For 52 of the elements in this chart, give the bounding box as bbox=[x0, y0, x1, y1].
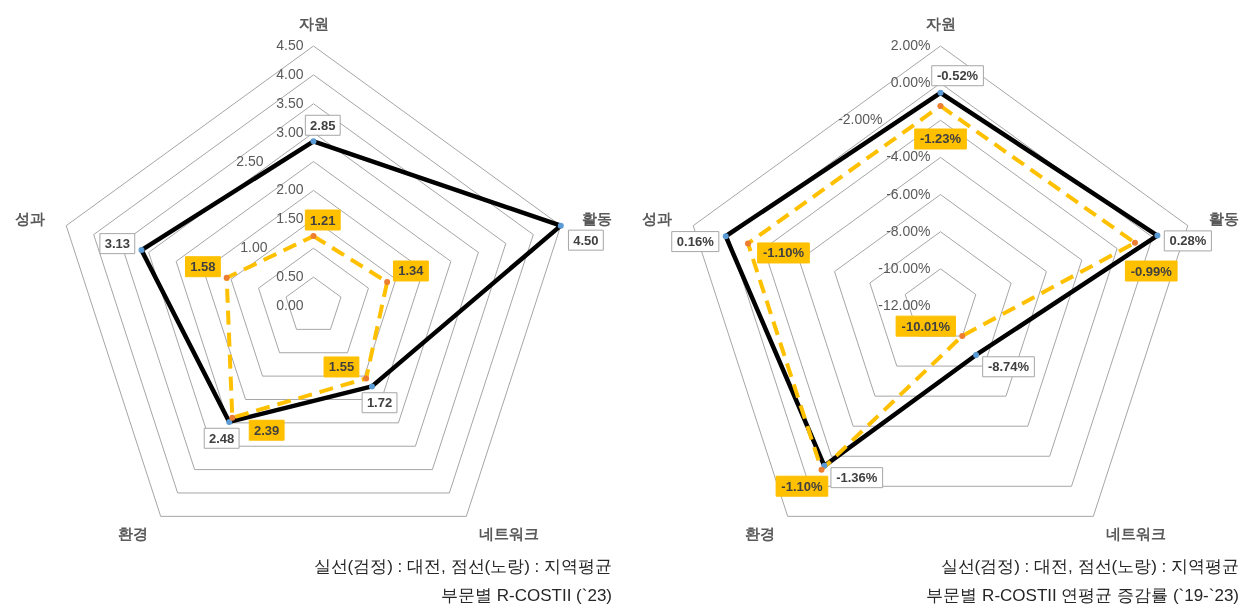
y-tick-label: -12.00% bbox=[878, 297, 931, 313]
data-label: 1.21 bbox=[310, 212, 336, 228]
data-label: -8.74% bbox=[987, 359, 1030, 375]
spoke-label: 활동 bbox=[1208, 209, 1239, 227]
data-label: 2.85 bbox=[310, 117, 336, 133]
data-label: -1.36% bbox=[836, 470, 878, 486]
data-label: 4.50 bbox=[573, 232, 599, 248]
y-tick-label: 2.50 bbox=[236, 152, 264, 169]
data-label: 1.55 bbox=[328, 359, 355, 375]
y-tick-label: 3.00 bbox=[276, 123, 304, 140]
data-label: 1.34 bbox=[398, 263, 425, 279]
data-label: -0.52% bbox=[936, 68, 979, 84]
y-tick-label: 4.50 bbox=[276, 37, 304, 53]
y-tick-label: 2.00 bbox=[276, 181, 304, 198]
y-tick-label: 0.50 bbox=[276, 268, 304, 285]
spoke-label: 네트워크 bbox=[1106, 525, 1167, 543]
data-label: 2.39 bbox=[254, 422, 280, 438]
data-label: -0.99% bbox=[1130, 263, 1173, 279]
spoke-label: 성과 bbox=[15, 209, 46, 227]
y-tick-label: 0.00% bbox=[890, 74, 931, 91]
y-tick-label: -8.00% bbox=[886, 222, 931, 239]
data-label: 1.72 bbox=[366, 395, 393, 411]
spoke-label: 환경 bbox=[744, 525, 775, 543]
spoke-label: 자원 bbox=[925, 15, 956, 32]
y-tick-label: 1.50 bbox=[276, 210, 304, 227]
data-label: -1.10% bbox=[781, 478, 823, 494]
spoke-label: 활동 bbox=[581, 209, 612, 227]
data-label: -1.23% bbox=[919, 131, 962, 147]
data-label: 0.28% bbox=[1169, 233, 1207, 249]
text: 실선(검정) : 대전, 점선(노랑) : 지역평균 bbox=[313, 557, 612, 576]
y-tick-label: -2.00% bbox=[838, 111, 883, 128]
y-tick-label: -4.00% bbox=[886, 148, 931, 165]
text: 실선(검정) : 대전, 점선(노랑) : 지역평균 bbox=[940, 557, 1239, 576]
data-label: 3.13 bbox=[104, 236, 130, 252]
y-tick-label: 2.00% bbox=[890, 37, 931, 53]
data-label: 0.16% bbox=[676, 234, 715, 250]
y-tick-label: 3.50 bbox=[276, 94, 304, 111]
y-tick-label: 4.00 bbox=[276, 65, 304, 82]
spoke-label: 성과 bbox=[642, 209, 673, 227]
text: 부문별 R-COSTII (`23) bbox=[441, 586, 612, 605]
data-label: 1.58 bbox=[190, 259, 216, 275]
data-label: 2.48 bbox=[209, 430, 235, 446]
text: 부문별 R-COSTII 연평균 증감률 (`19-`23) bbox=[926, 586, 1239, 605]
spoke-label: 자원 bbox=[298, 15, 329, 32]
spoke-label: 환경 bbox=[117, 525, 148, 543]
y-tick-label: -6.00% bbox=[886, 185, 931, 202]
data-label: -1.10% bbox=[762, 245, 805, 261]
spoke-label: 네트워크 bbox=[479, 525, 540, 543]
y-tick-label: 1.00 bbox=[240, 239, 268, 256]
y-tick-label: -10.00% bbox=[878, 259, 931, 276]
y-tick-label: 0.00 bbox=[276, 297, 304, 313]
data-label: -10.01% bbox=[901, 318, 951, 334]
